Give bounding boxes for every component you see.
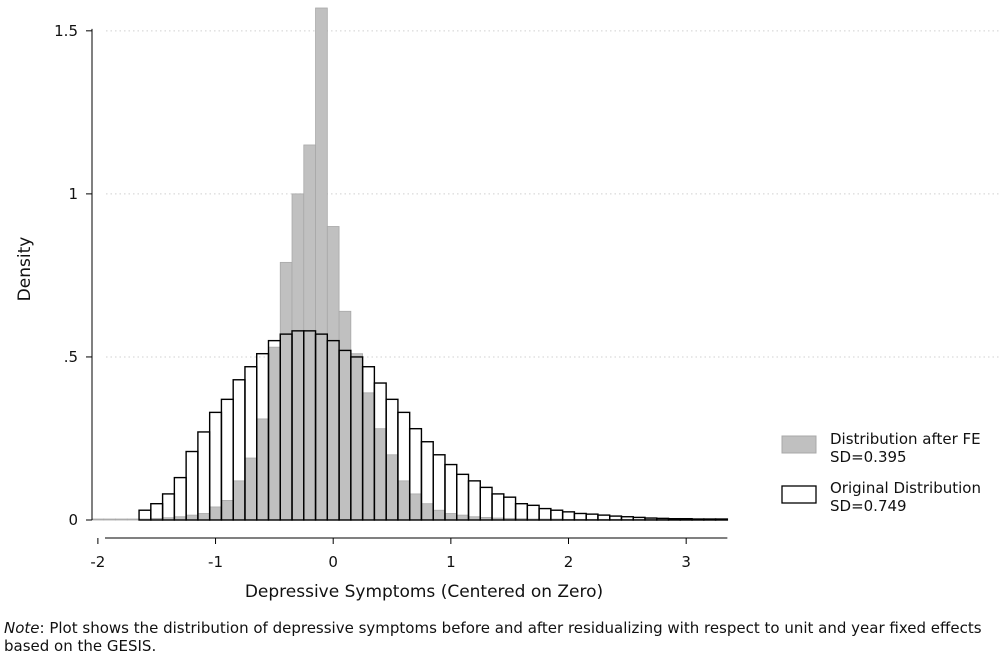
bar-original-distribution <box>526 504 540 521</box>
bar-distribution-after-fe <box>303 144 316 521</box>
bar-original-distribution <box>703 518 717 521</box>
bar-original-distribution <box>444 463 458 521</box>
bar-original-distribution <box>538 507 552 521</box>
x-tick-label: -2 <box>90 553 105 571</box>
bar-distribution-after-fe <box>315 7 328 521</box>
legend-swatch-distribution-after-fe <box>781 435 817 454</box>
x-axis-title: Depressive Symptoms (Centered on Zero) <box>245 582 603 602</box>
x-tick-label: 0 <box>328 553 338 571</box>
bar-distribution-after-fe <box>397 480 411 521</box>
bar-distribution-after-fe <box>291 193 305 521</box>
bar-distribution-after-fe <box>197 513 211 521</box>
bar-original-distribution <box>161 493 176 521</box>
bar-original-distribution <box>691 518 705 521</box>
bar-original-distribution <box>479 486 493 521</box>
bar-distribution-after-fe <box>432 509 446 521</box>
bar-original-distribution <box>514 502 529 521</box>
bar-distribution-after-fe <box>338 310 352 521</box>
bar-original-distribution <box>632 516 646 521</box>
x-tick-label: 1 <box>446 553 456 571</box>
bar-original-distribution <box>208 411 223 521</box>
bar-original-distribution <box>467 480 481 521</box>
bar-distribution-after-fe <box>256 418 269 521</box>
legend-item-distribution-after-fe: Distribution after FE SD=0.395 <box>781 430 981 466</box>
y-tick-label: 0 <box>68 511 78 529</box>
legend-item-original-distribution: Original Distribution SD=0.749 <box>781 479 981 515</box>
bar-original-distribution <box>503 496 517 521</box>
bar-original-distribution <box>561 511 576 521</box>
bar-original-distribution <box>491 493 505 521</box>
y-axis-title: Density <box>15 237 35 302</box>
note-label: Note <box>4 619 40 637</box>
bar-original-distribution <box>456 473 470 521</box>
bar-original-distribution <box>714 518 729 521</box>
bar-original-distribution <box>138 509 152 521</box>
legend-sd-original-distribution: SD=0.749 <box>830 497 907 515</box>
bar-distribution-after-fe <box>221 500 234 521</box>
bar-original-distribution <box>197 431 211 521</box>
bar-original-distribution <box>550 509 564 521</box>
y-tick-label: .5 <box>64 348 78 366</box>
x-tick-label: 2 <box>564 553 574 571</box>
bar-distribution-after-fe <box>444 513 458 521</box>
x-tick-label: 3 <box>681 553 691 571</box>
bar-distribution-after-fe <box>373 428 387 521</box>
y-tick-label: 1.5 <box>54 22 78 40</box>
bar-distribution-after-fe <box>244 457 258 521</box>
bar-original-distribution <box>620 516 634 521</box>
bar-distribution-after-fe <box>456 514 469 521</box>
bar-original-distribution <box>173 476 187 521</box>
bar-distribution-after-fe <box>126 518 140 521</box>
histogram-chart: 0 .5 1 1.5 -2 -1 0 1 2 3 Density Depressive Sympt… <box>15 7 999 602</box>
bar-distribution-after-fe <box>232 480 246 521</box>
bar-distribution-after-fe <box>409 493 422 521</box>
bar-original-distribution <box>679 517 693 521</box>
bar-original-distribution <box>667 517 681 521</box>
bar-distribution-after-fe <box>185 514 199 521</box>
bar-distribution-after-fe <box>362 392 375 521</box>
legend: Distribution after FE SD=0.395 Original … <box>781 430 981 515</box>
bar-distribution-after-fe <box>350 353 364 521</box>
bar-original-distribution <box>608 515 623 521</box>
bar-distribution-after-fe <box>279 261 293 521</box>
legend-swatch-original-distribution <box>781 485 817 504</box>
bar-distribution-after-fe <box>91 518 105 521</box>
series-original-distribution <box>138 330 729 521</box>
legend-label-distribution-after-fe: Distribution after FE <box>830 430 981 448</box>
y-tick-label: 1 <box>68 185 78 203</box>
bar-distribution-after-fe <box>209 506 222 521</box>
bar-original-distribution <box>185 450 199 521</box>
grid-lines <box>106 30 999 358</box>
legend-sd-distribution-after-fe: SD=0.395 <box>830 448 907 466</box>
legend-label-original-distribution: Original Distribution <box>830 479 981 497</box>
bar-distribution-after-fe <box>103 518 116 521</box>
bar-distribution-after-fe <box>115 518 128 521</box>
axes: 0 .5 1 1.5 -2 -1 0 1 2 3 <box>54 22 728 571</box>
note-text: : Plot shows the distribution of depress… <box>4 619 982 655</box>
bar-distribution-after-fe <box>326 226 340 521</box>
bar-distribution-after-fe <box>385 454 399 521</box>
figure-note: Note: Plot shows the distribution of dep… <box>4 619 998 655</box>
bar-distribution-after-fe <box>268 346 281 521</box>
bar-distribution-after-fe <box>421 503 434 521</box>
x-tick-label: -1 <box>208 553 223 571</box>
bar-original-distribution <box>150 502 164 521</box>
